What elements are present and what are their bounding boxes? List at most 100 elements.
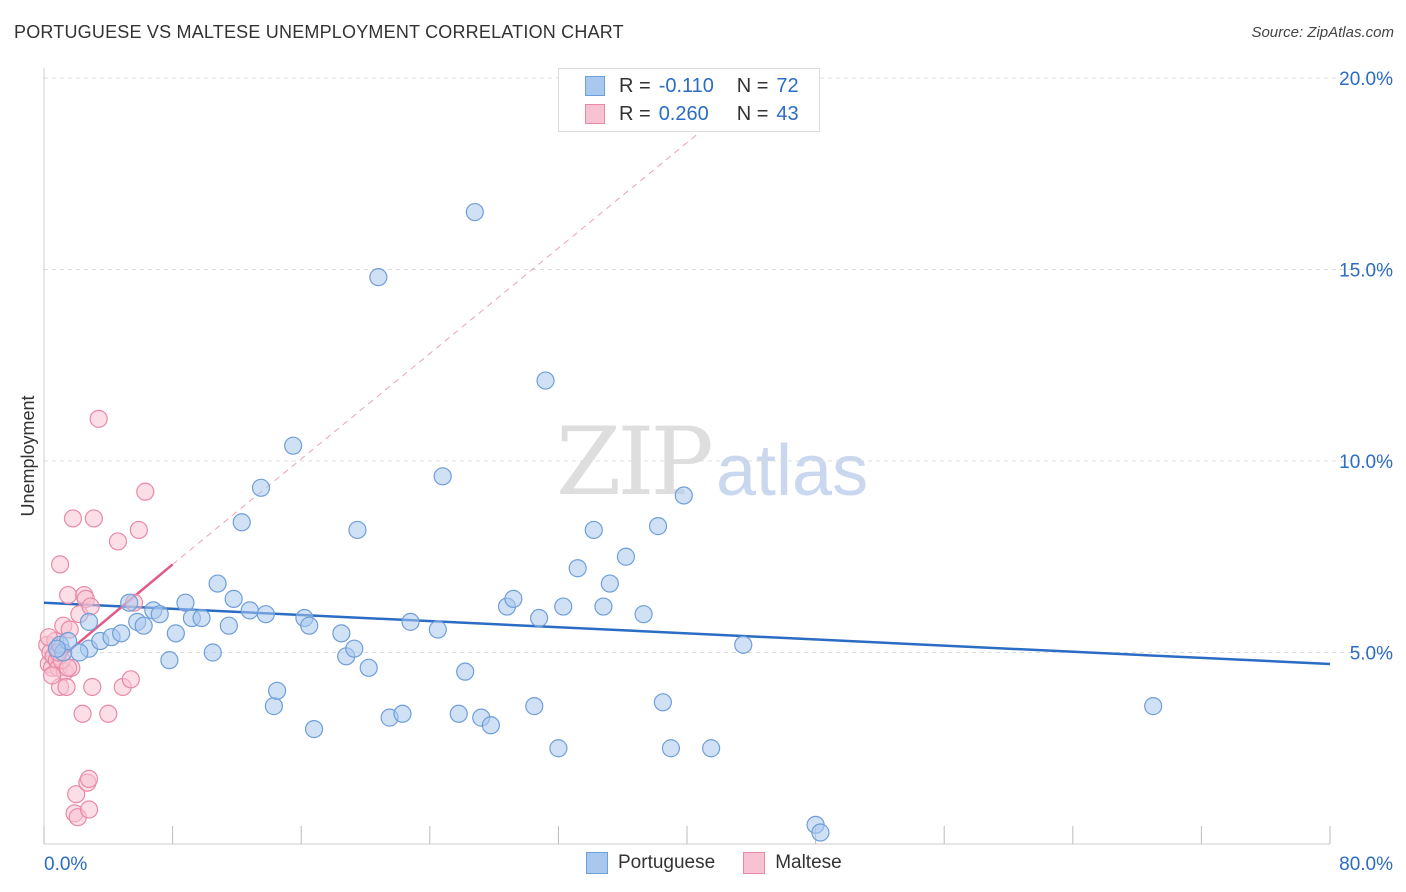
portuguese-point xyxy=(449,704,468,723)
legend-n-label: N = xyxy=(736,74,769,97)
correlation-legend: R = -0.110 N = 72 R = 0.260 N = 43 xyxy=(558,68,820,132)
maltese-point xyxy=(59,658,78,677)
portuguese-point xyxy=(648,517,668,536)
legend-r-label: R = xyxy=(619,102,651,125)
portuguese-point xyxy=(661,739,681,758)
series-swatch-maltese xyxy=(743,852,766,874)
maltese-point xyxy=(73,704,92,723)
legend-r-value: 0.260 xyxy=(658,102,709,125)
series-label-maltese: Maltese xyxy=(775,852,842,873)
portuguese-point xyxy=(208,574,227,593)
portuguese-point xyxy=(203,643,222,662)
portuguese-point xyxy=(332,624,351,643)
axis-labels: 5.0% 10.0% 15.0% 20.0% 0.0% 80.0% Unemployment xyxy=(18,69,1393,875)
portuguese-point xyxy=(134,616,153,635)
portuguese-point xyxy=(536,371,555,390)
legend-n-value: 72 xyxy=(776,74,799,97)
portuguese-point xyxy=(734,635,753,654)
series-legend-portuguese: Portuguese xyxy=(586,852,715,874)
maltese-point xyxy=(79,800,99,819)
axes xyxy=(43,68,1331,845)
legend-row-portuguese: R = -0.110 N = 72 xyxy=(559,73,799,99)
portuguese-point xyxy=(284,436,303,455)
y-tick-label: 15.0% xyxy=(1339,261,1393,282)
maltese-point xyxy=(67,785,86,804)
series-legend: Portuguese Maltese xyxy=(586,852,870,874)
series-swatch-portuguese xyxy=(586,852,608,874)
portuguese-point xyxy=(348,520,367,540)
portuguese-point xyxy=(304,719,324,739)
portuguese-point xyxy=(47,639,66,658)
portuguese-point xyxy=(465,202,484,222)
y-tick-label: 5.0% xyxy=(1350,644,1393,665)
portuguese-point xyxy=(600,574,619,593)
series-legend-maltese: Maltese xyxy=(743,852,842,874)
portuguese-point xyxy=(70,643,89,662)
portuguese-point xyxy=(549,739,568,758)
portuguese-point xyxy=(530,608,549,628)
maltese-point xyxy=(63,509,83,528)
maltese-point xyxy=(59,585,78,605)
portuguese-point xyxy=(192,608,211,628)
trend-line-portuguese xyxy=(43,601,1331,666)
portuguese-point xyxy=(481,716,500,735)
portuguese-point xyxy=(251,478,271,497)
portuguese-point xyxy=(456,662,475,681)
portuguese-point xyxy=(594,597,613,616)
portuguese-point xyxy=(525,697,544,716)
legend-r-value: -0.110 xyxy=(658,74,714,97)
maltese-point xyxy=(79,769,99,788)
legend-n-label: N = xyxy=(736,102,769,125)
portuguese-point xyxy=(428,620,447,639)
portuguese-point xyxy=(634,605,653,624)
portuguese-point xyxy=(616,547,636,566)
portuguese-point xyxy=(176,593,195,612)
portuguese-point xyxy=(653,693,672,712)
portuguese-point xyxy=(554,597,573,616)
portuguese-point xyxy=(240,601,259,620)
legend-n-value: 43 xyxy=(776,102,799,125)
maltese-point xyxy=(83,677,102,697)
portuguese-point xyxy=(568,559,587,578)
series-label-portuguese: Portuguese xyxy=(618,852,716,873)
portuguese-point xyxy=(401,612,420,631)
x-tick-label-max: 80.0% xyxy=(1339,854,1393,875)
watermark-atlas: atlas xyxy=(716,431,869,511)
portuguese-point xyxy=(256,605,275,624)
portuguese-point xyxy=(300,616,319,635)
portuguese-point xyxy=(150,605,169,624)
y-axis-label: Unemployment xyxy=(18,395,38,516)
portuguese-point xyxy=(232,513,251,532)
legend-row-maltese: R = 0.260 N = 43 xyxy=(559,101,799,127)
trend-line-maltese-extension xyxy=(172,115,720,565)
y-tick-label: 10.0% xyxy=(1339,452,1393,473)
portuguese-point xyxy=(369,268,388,287)
portuguese-point xyxy=(345,639,364,658)
portuguese-point xyxy=(166,624,185,643)
maltese-point xyxy=(121,670,140,689)
portuguese-point xyxy=(504,589,523,608)
legend-swatch-maltese xyxy=(585,104,605,124)
portuguese-point xyxy=(264,697,283,716)
y-tick-label: 20.0% xyxy=(1339,69,1393,90)
grid-lines xyxy=(44,77,1394,653)
portuguese-point xyxy=(811,823,830,842)
maltese-point xyxy=(42,666,62,685)
maltese-point xyxy=(50,555,70,574)
maltese-point xyxy=(84,509,103,528)
legend-swatch-portuguese xyxy=(585,76,605,96)
portuguese-points xyxy=(47,202,1163,842)
legend-r-label: R = xyxy=(619,74,651,97)
portuguese-point xyxy=(224,589,243,608)
portuguese-point xyxy=(267,681,287,700)
portuguese-point xyxy=(393,704,412,723)
maltese-point xyxy=(81,597,100,616)
maltese-point xyxy=(129,520,148,540)
maltese-point xyxy=(136,482,155,501)
portuguese-point xyxy=(433,467,452,486)
portuguese-point xyxy=(674,486,693,505)
maltese-point xyxy=(99,704,118,723)
portuguese-point xyxy=(1144,697,1163,716)
maltese-point xyxy=(108,532,128,551)
